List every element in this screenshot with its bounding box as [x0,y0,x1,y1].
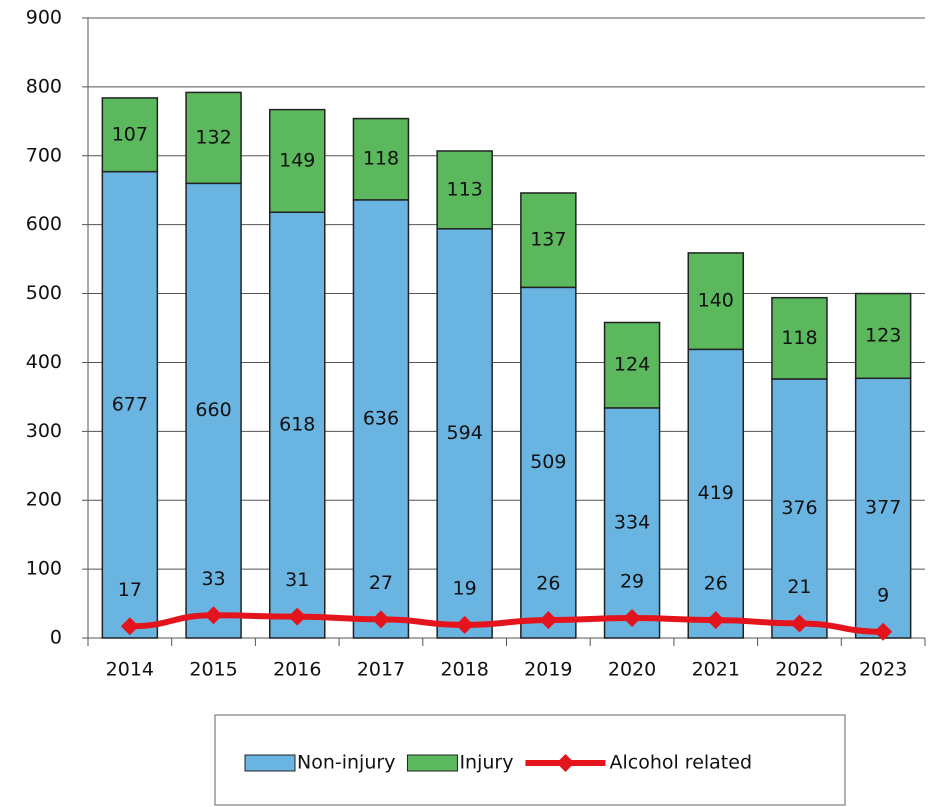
y-tick-label: 200 [26,489,62,511]
x-tick-label: 2015 [189,659,237,681]
bar-segment [436,228,493,639]
data-label: 419 [698,482,734,504]
bar-segment [771,296,828,380]
data-label: 377 [865,497,901,519]
bar-segment [687,348,744,639]
legend-swatch [406,754,458,772]
data-label: 9 [877,584,889,606]
legend-label: Non-injury [297,752,395,774]
line-marker [204,606,223,625]
y-tick-label: 0 [50,627,62,649]
data-label: 31 [285,569,309,591]
x-tick-label: 2021 [692,659,740,681]
line-marker [790,614,809,633]
line-marker [874,622,893,641]
data-label: 21 [787,576,811,598]
data-label: 149 [279,149,315,171]
x-tick-label: 2014 [106,659,154,681]
bar-segment [185,91,242,185]
data-label: 660 [195,399,231,421]
legend-swatch [244,754,296,772]
y-tick-label: 400 [26,351,62,373]
bar-segment [603,407,661,639]
bar-segment [603,321,661,409]
y-tick-label: 700 [26,144,62,166]
bar-segment [854,292,912,380]
bar-segment [269,211,326,639]
line-marker [623,609,642,628]
y-tick-label: 300 [26,420,62,442]
bar-segment [352,117,410,201]
bar-segment [269,108,326,214]
x-tick-label: 2023 [859,659,907,681]
y-tick-label: 800 [26,75,62,97]
x-tick-label: 2018 [440,659,488,681]
line-marker [120,617,139,636]
x-tick-label: 2022 [775,659,823,681]
line-marker [288,607,307,626]
bar-segment [771,378,828,639]
y-tick-label: 600 [26,213,62,235]
data-label: 677 [112,393,148,415]
data-label: 618 [279,414,315,436]
data-label: 26 [536,573,560,595]
data-label: 132 [195,126,231,148]
data-label: 26 [704,573,728,595]
y-tick-label: 900 [26,7,62,29]
data-label: 334 [614,511,650,533]
x-tick-label: 2017 [357,659,405,681]
data-label: 29 [620,571,644,593]
x-tick-label: 2019 [524,659,572,681]
data-label: 27 [369,572,393,594]
data-label: 636 [363,407,399,429]
y-tick-label: 500 [26,282,62,304]
data-label: 376 [781,497,817,519]
data-label: 118 [363,148,399,170]
bar-segment [101,97,159,173]
x-tick-label: 2016 [273,659,321,681]
legend-label: Alcohol related [609,752,752,774]
bar-segment [687,252,744,351]
line-marker [706,611,725,630]
data-label: 509 [530,451,566,473]
line-marker [539,611,558,630]
bar-segment [520,192,577,289]
bar-segment [854,377,912,639]
bar-segment [436,150,493,230]
data-label: 17 [118,579,142,601]
data-label: 19 [453,577,477,599]
data-label: 140 [698,290,734,312]
legend-marker [556,754,575,772]
data-label: 137 [530,229,566,251]
data-label: 594 [447,422,483,444]
bar-segment [101,170,159,639]
data-label: 123 [865,324,901,346]
data-label: 33 [201,568,225,590]
data-label: 124 [614,354,650,376]
data-label: 118 [781,327,817,349]
line-marker [455,615,474,634]
bar-segment [520,286,577,639]
data-label: 107 [112,123,148,145]
data-label: 113 [447,178,483,200]
line-marker [371,610,390,629]
line [129,612,884,635]
legend-label: Injury [459,752,513,774]
x-tick-label: 2020 [608,659,656,681]
y-tick-label: 100 [26,558,62,580]
